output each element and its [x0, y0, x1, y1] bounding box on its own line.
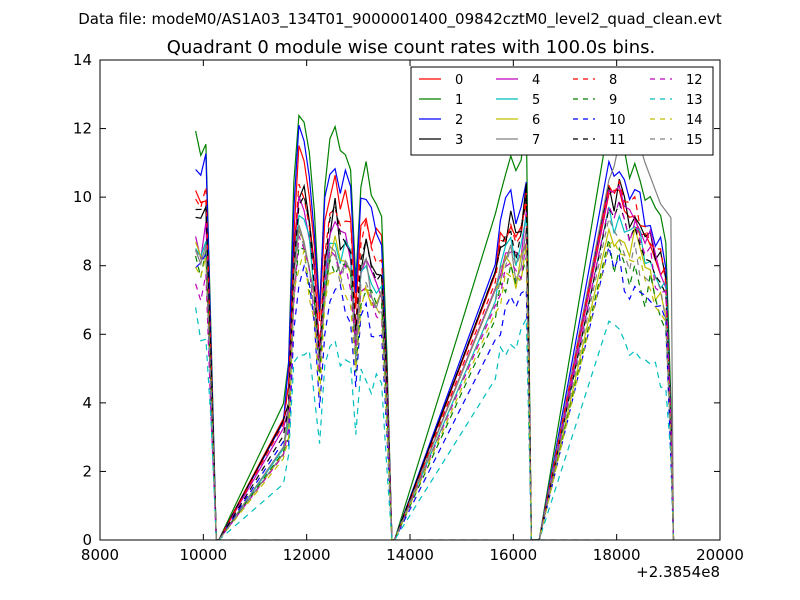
legend-label-6: 6 [532, 113, 540, 128]
series-line-8 [195, 179, 675, 540]
legend-label-14: 14 [686, 113, 703, 128]
y-tick-label: 12 [73, 120, 92, 138]
x-tick-label: 16000 [489, 546, 537, 564]
axis-ticks: 8000 10000 12000 14000 16000 18000 20000 0 2 4 6 8 1… [73, 51, 744, 564]
series-line-12 [195, 197, 675, 540]
figure-suptitle: Data file: modeM0/AS1A03_134T01_90000014… [78, 10, 722, 29]
y-tick-label: 8 [82, 257, 92, 275]
legend-label-5: 5 [532, 93, 540, 108]
legend-label-10: 10 [609, 113, 626, 128]
legend-label-1: 1 [455, 93, 463, 108]
series-line-5 [195, 206, 675, 540]
legend-label-15: 15 [686, 133, 703, 148]
legend-label-3: 3 [455, 133, 463, 148]
plot-lines [195, 89, 675, 540]
x-tick-label: 18000 [593, 546, 641, 564]
series-line-14 [195, 240, 675, 540]
x-tick-label: 20000 [696, 546, 744, 564]
series-line-9 [195, 238, 675, 540]
legend-frame [410, 66, 714, 156]
legend-label-4: 4 [532, 73, 540, 88]
series-line-3 [195, 178, 675, 540]
y-tick-label: 14 [73, 51, 92, 69]
y-tick-label: 0 [82, 531, 92, 549]
legend-label-12: 12 [686, 73, 703, 88]
y-tick-label: 6 [82, 325, 92, 343]
legend-label-11: 11 [609, 133, 626, 148]
legend-label-13: 13 [686, 93, 703, 108]
chart-title: Quadrant 0 module wise count rates with … [167, 37, 656, 58]
series-line-1 [195, 113, 675, 540]
x-tick-label: 10000 [179, 546, 227, 564]
y-tick-label: 4 [82, 394, 92, 412]
legend-label-2: 2 [455, 113, 463, 128]
y-tick-label: 2 [82, 462, 92, 480]
series-line-2 [195, 125, 675, 540]
series-line-15 [195, 216, 675, 540]
legend-label-0: 0 [455, 73, 463, 88]
series-line-7 [195, 89, 675, 540]
x-tick-label: 12000 [283, 546, 331, 564]
y-tick-label: 10 [73, 188, 92, 206]
legend-label-9: 9 [609, 93, 617, 108]
x-offset-label: +2.3854e8 [636, 563, 720, 581]
series-line-13 [195, 307, 675, 540]
series-line-10 [195, 246, 675, 540]
series-line-11 [195, 193, 675, 540]
x-tick-label: 14000 [386, 546, 434, 564]
legend-label-7: 7 [532, 133, 540, 148]
x-tick-label: 8000 [81, 546, 119, 564]
legend-label-8: 8 [609, 73, 617, 88]
